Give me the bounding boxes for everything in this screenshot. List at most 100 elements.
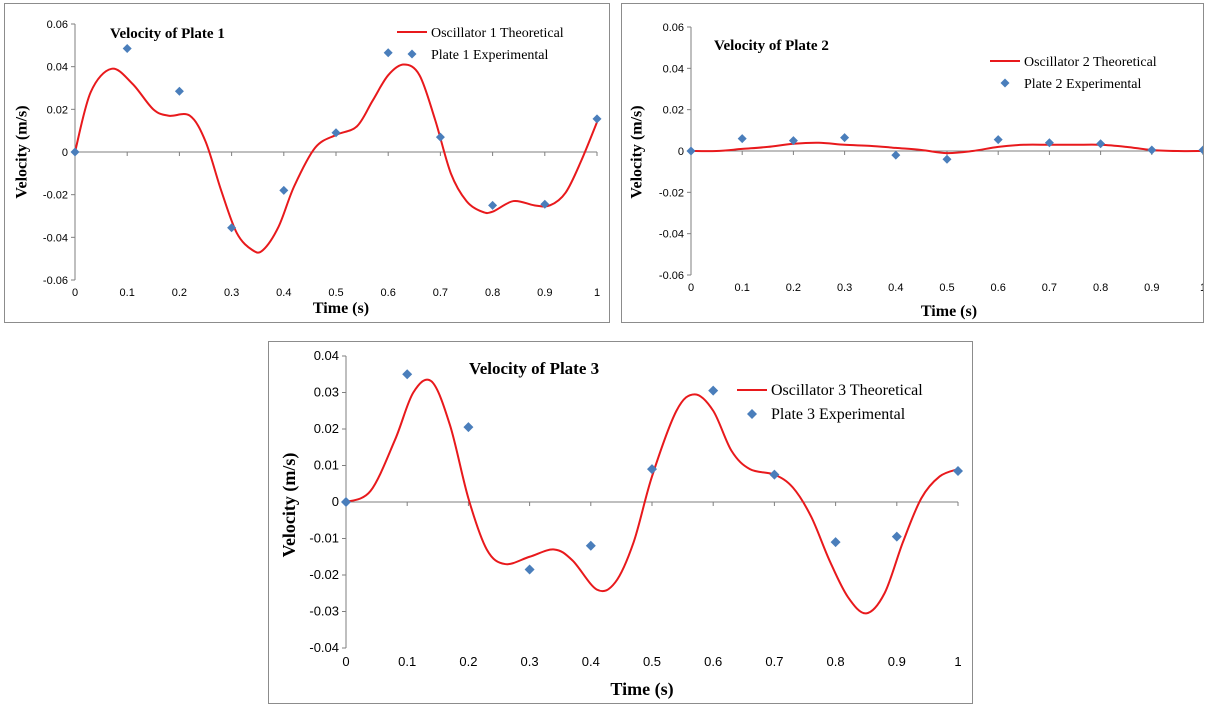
data-point	[488, 200, 498, 210]
y-tick-label: 0.02	[663, 105, 684, 117]
x-tick-label: 0.8	[1093, 282, 1108, 294]
x-tick-label: 0.6	[704, 654, 722, 669]
x-tick-label: 0.2	[786, 282, 801, 294]
data-point	[341, 497, 351, 507]
data-point	[830, 537, 841, 548]
y-axis-title: Velocity (m/s)	[629, 105, 646, 198]
legend-entry: Oscillator 1 Theoretical	[431, 26, 564, 41]
legend-marker-swatch	[1000, 78, 1010, 88]
y-tick-label: 0	[332, 494, 339, 509]
data-point	[953, 465, 963, 476]
data-point	[331, 128, 341, 138]
y-tick-label: -0.02	[659, 187, 684, 199]
x-tick-label: 0	[342, 654, 349, 669]
chart-title: Velocity of Plate 1	[110, 26, 225, 42]
x-tick-label: 0.2	[459, 654, 477, 669]
y-tick-label: -0.06	[43, 275, 68, 287]
data-point	[788, 136, 798, 146]
x-tick-label: 0.2	[172, 287, 187, 299]
legend-entry: Plate 1 Experimental	[431, 48, 549, 63]
data-point	[122, 44, 132, 54]
x-tick-label: 0.1	[120, 287, 135, 299]
data-point	[891, 150, 901, 160]
y-tick-label: 0.02	[47, 104, 68, 116]
data-point	[383, 48, 393, 58]
x-tick-label: 0.5	[328, 287, 343, 299]
data-point	[592, 114, 602, 124]
y-tick-label: 0.01	[314, 458, 339, 473]
data-point	[402, 369, 413, 380]
data-point	[174, 86, 184, 96]
y-axis-title: Velocity (m/s)	[14, 105, 31, 198]
chart-panel-plate-1: 0.06 0.04 0.02 0 -0.02 -0.04 -0.06 0 0.1 0.2 0.3 0.…	[4, 3, 610, 323]
data-point	[769, 469, 780, 480]
y-tick-label: -0.02	[43, 190, 68, 202]
y-tick-label: 0.04	[47, 62, 68, 74]
data-point	[993, 135, 1003, 145]
legend-marker-swatch	[747, 409, 757, 419]
chart-panel-plate-2: 0.06 0.04 0.02 0 -0.02 -0.04 -0.06 0 0.1 0.2 0.3 0.…	[621, 3, 1204, 323]
x-tick-label: 0.6	[381, 287, 396, 299]
y-tick-label: -0.04	[43, 232, 68, 244]
data-point	[524, 564, 535, 575]
x-tick-label: 0.4	[582, 654, 600, 669]
y-tick-label: -0.03	[309, 604, 339, 619]
y-tick-label: 0.06	[663, 22, 684, 34]
y-tick-label: 0.04	[663, 63, 684, 75]
legend-entry: Oscillator 2 Theoretical	[1024, 55, 1157, 70]
data-point	[942, 154, 952, 164]
data-point	[1198, 145, 1203, 155]
chart-3: 0.040.030.020.010-0.01-0.02-0.03-0.040 0.…	[279, 348, 963, 700]
x-tick-label: 0.7	[1042, 282, 1057, 294]
y-tick-label: 0.03	[314, 385, 339, 400]
y-tick-label: 0	[678, 146, 684, 158]
y-tick-label: -0.04	[309, 640, 339, 655]
chart-2: 0.06 0.04 0.02 0 -0.02 -0.04 -0.06 0 0.1 0.2 0.3 0.…	[629, 22, 1203, 320]
series-line-1	[74, 63, 598, 254]
x-tick-label: 0.3	[224, 287, 239, 299]
x-tick-label: 0.6	[991, 282, 1006, 294]
data-point	[647, 464, 657, 475]
x-tick-label: 1	[954, 654, 961, 669]
y-tick-label: 0.04	[314, 348, 339, 363]
x-tick-label: 0.5	[643, 654, 661, 669]
x-axis-title: Time (s)	[921, 303, 977, 320]
data-point	[1044, 138, 1054, 148]
x-tick-label: 0.9	[1144, 282, 1159, 294]
legend-marker-swatch	[407, 49, 417, 59]
y-tick-label: 0.06	[47, 19, 68, 31]
x-tick-label: 0	[688, 282, 694, 294]
x-tick-label: 0.5	[939, 282, 954, 294]
data-point	[585, 540, 596, 551]
data-point	[279, 185, 289, 195]
x-tick-label: 0.4	[888, 282, 903, 294]
data-point	[227, 223, 237, 233]
x-tick-label: 0.3	[521, 654, 539, 669]
x-tick-label: 0.4	[276, 287, 291, 299]
y-tick-label: 0	[62, 147, 68, 159]
x-tick-label: 0.9	[537, 287, 552, 299]
x-tick-label: 0.7	[433, 287, 448, 299]
x-tick-label: 0.1	[398, 654, 416, 669]
chart-title: Velocity of Plate 3	[469, 359, 599, 378]
x-tick-label: 1	[1200, 282, 1203, 294]
chart-panel-plate-3: 0.04 0.03 0.02 0.01 0 -0.01 -0.02 -0.03 -0.04 0 0.…	[268, 341, 973, 704]
x-tick-label: 1	[594, 287, 600, 299]
x-tick-label: 0.9	[888, 654, 906, 669]
data-point	[708, 385, 719, 396]
x-axis-title: Time (s)	[610, 679, 673, 700]
x-tick-label: 0.8	[485, 287, 500, 299]
x-tick-label: 0.3	[837, 282, 852, 294]
data-point	[1147, 145, 1157, 155]
y-tick-label: -0.06	[659, 270, 684, 282]
y-tick-label: -0.01	[309, 531, 339, 546]
data-point	[70, 147, 80, 157]
data-point	[463, 422, 474, 433]
x-tick-label: 0.7	[765, 654, 783, 669]
data-point	[737, 134, 747, 144]
chart-1: 0.06 0.04 0.02 0 -0.02 -0.04 -0.06 0 0.1 0.2 0.3 0.…	[14, 19, 602, 317]
y-axis-title: Velocity (m/s)	[279, 453, 300, 558]
y-tick-label: -0.02	[309, 567, 339, 582]
y-tick-label: 0.02	[314, 421, 339, 436]
data-point	[540, 199, 550, 209]
